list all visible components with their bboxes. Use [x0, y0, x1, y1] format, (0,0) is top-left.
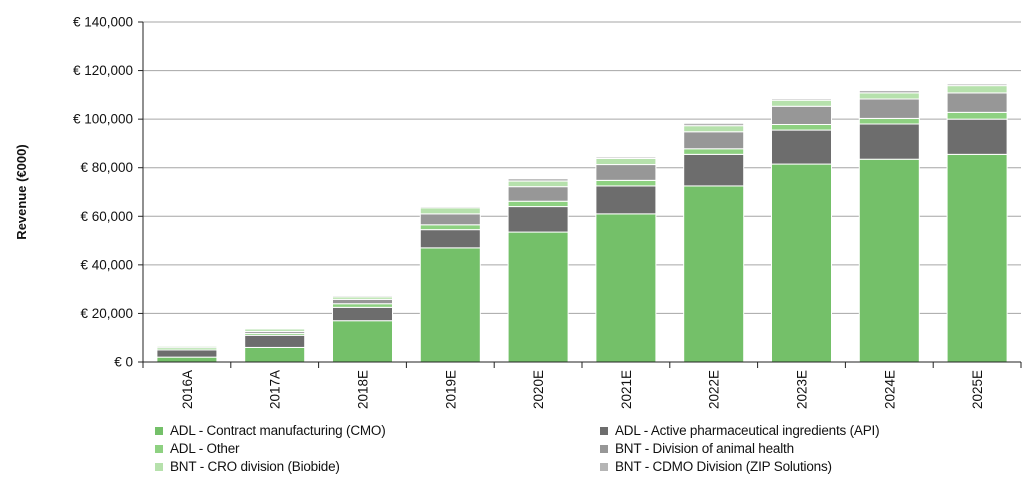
y-tick-label: € 100,000 — [73, 112, 133, 127]
bar-segment — [507, 180, 569, 188]
y-tick-label: € 0 — [114, 355, 133, 370]
bar-segment — [946, 153, 1008, 363]
legend-item: BNT - Division of animal health — [600, 440, 1025, 457]
legend-label: ADL - Contract manufacturing (CMO) — [170, 423, 386, 438]
legend-item: BNT - CRO division (Biobide) — [155, 458, 600, 475]
y-tick-label: € 40,000 — [80, 257, 133, 272]
legend-swatch — [155, 444, 163, 453]
bar-segment — [858, 158, 920, 363]
bar-segment — [332, 320, 393, 363]
bar-segment — [946, 118, 1008, 155]
y-tick-label: € 60,000 — [80, 209, 133, 224]
legend-swatch — [155, 426, 163, 435]
bar-segment — [683, 185, 745, 363]
bar-segment — [858, 123, 920, 160]
bar-segment — [595, 185, 657, 215]
bar-segment — [595, 156, 657, 159]
legend-label: BNT - CRO division (Biobide) — [170, 459, 340, 474]
bar-segment — [595, 179, 657, 187]
bar-segment — [244, 346, 306, 363]
bar-segment — [332, 306, 393, 322]
bar-segment — [946, 92, 1008, 113]
x-tick-label: 2025E — [970, 370, 985, 409]
bar-segment — [595, 164, 657, 181]
bar-segment — [683, 122, 745, 127]
bar-segment — [595, 213, 657, 363]
bar-segment — [419, 207, 481, 215]
bar-segment — [419, 224, 481, 231]
bar-segment — [858, 92, 920, 100]
x-tick-label: 2019E — [443, 370, 458, 409]
x-tick-label: 2020E — [531, 370, 546, 409]
bar-segment — [683, 131, 745, 150]
bar-segment — [946, 111, 1008, 120]
bar-segment — [683, 153, 745, 187]
x-tick-label: 2023E — [795, 370, 810, 409]
legend-label: BNT - Division of animal health — [615, 441, 794, 456]
legend-item: ADL - Active pharmaceutical ingredients … — [600, 422, 1025, 439]
legend-label: ADL - Other — [170, 441, 240, 456]
bar-segment — [156, 356, 218, 363]
bar-segment — [507, 178, 569, 182]
bar-segment — [946, 83, 1008, 87]
bar-segment — [771, 163, 832, 363]
y-axis-label: Revenue (€000) — [14, 144, 29, 239]
bar-segment — [771, 129, 832, 165]
bar-segment — [419, 247, 481, 363]
chart-legend: ADL - Contract manufacturing (CMO) ADL - … — [155, 422, 1025, 475]
bar-segment — [771, 99, 832, 107]
legend-item: ADL - Contract manufacturing (CMO) — [155, 422, 600, 439]
bar-segment — [858, 89, 920, 94]
y-tick-label: € 80,000 — [80, 160, 133, 175]
bar-segment — [507, 186, 569, 202]
bar-segment — [244, 334, 306, 348]
bar-segment — [683, 148, 745, 155]
x-tick-label: 2022E — [707, 370, 722, 409]
y-tick-label: € 20,000 — [80, 306, 133, 321]
legend-swatch — [600, 462, 608, 471]
x-tick-label: 2018E — [356, 370, 371, 409]
bar-segment — [419, 213, 481, 226]
legend-swatch — [600, 426, 608, 435]
bar-segment — [332, 298, 393, 305]
bar-segment — [507, 206, 569, 233]
x-tick-label: 2021E — [619, 370, 634, 409]
stacked-bar-chart: € 0 € 20,000 € 40,000 € 60,000 € 80,000 € 100… — [14, 15, 1022, 409]
bar-segment — [507, 200, 569, 208]
bar-segment — [595, 157, 657, 166]
bar-segment — [858, 98, 920, 119]
legend-label: ADL - Active pharmaceutical ingredients … — [615, 423, 880, 438]
bar-segment — [332, 295, 393, 298]
bar-segment — [771, 105, 832, 125]
y-tick-label: € 120,000 — [73, 63, 133, 78]
bar-segment — [858, 117, 920, 125]
bar-segment — [156, 349, 218, 358]
legend-item: ADL - Other — [155, 440, 600, 457]
legend-label: BNT - CDMO Division (ZIP Solutions) — [615, 459, 832, 474]
bar-segment — [507, 231, 569, 363]
x-tick-label: 2016A — [180, 370, 195, 409]
bar-segment — [946, 85, 1008, 94]
bar-segment — [771, 123, 832, 131]
bar-segment — [419, 229, 481, 249]
x-tick-label: 2024E — [882, 370, 897, 409]
bar-segment — [332, 303, 393, 308]
legend-item: BNT - CDMO Division (ZIP Solutions) — [600, 458, 1025, 475]
x-tick-label: 2017A — [268, 370, 283, 409]
bar-segment — [419, 206, 481, 209]
y-tick-label: € 140,000 — [73, 15, 133, 30]
bar-segment — [771, 98, 832, 101]
legend-swatch — [155, 462, 163, 471]
legend-swatch — [600, 444, 608, 453]
bar-segment — [683, 125, 745, 133]
